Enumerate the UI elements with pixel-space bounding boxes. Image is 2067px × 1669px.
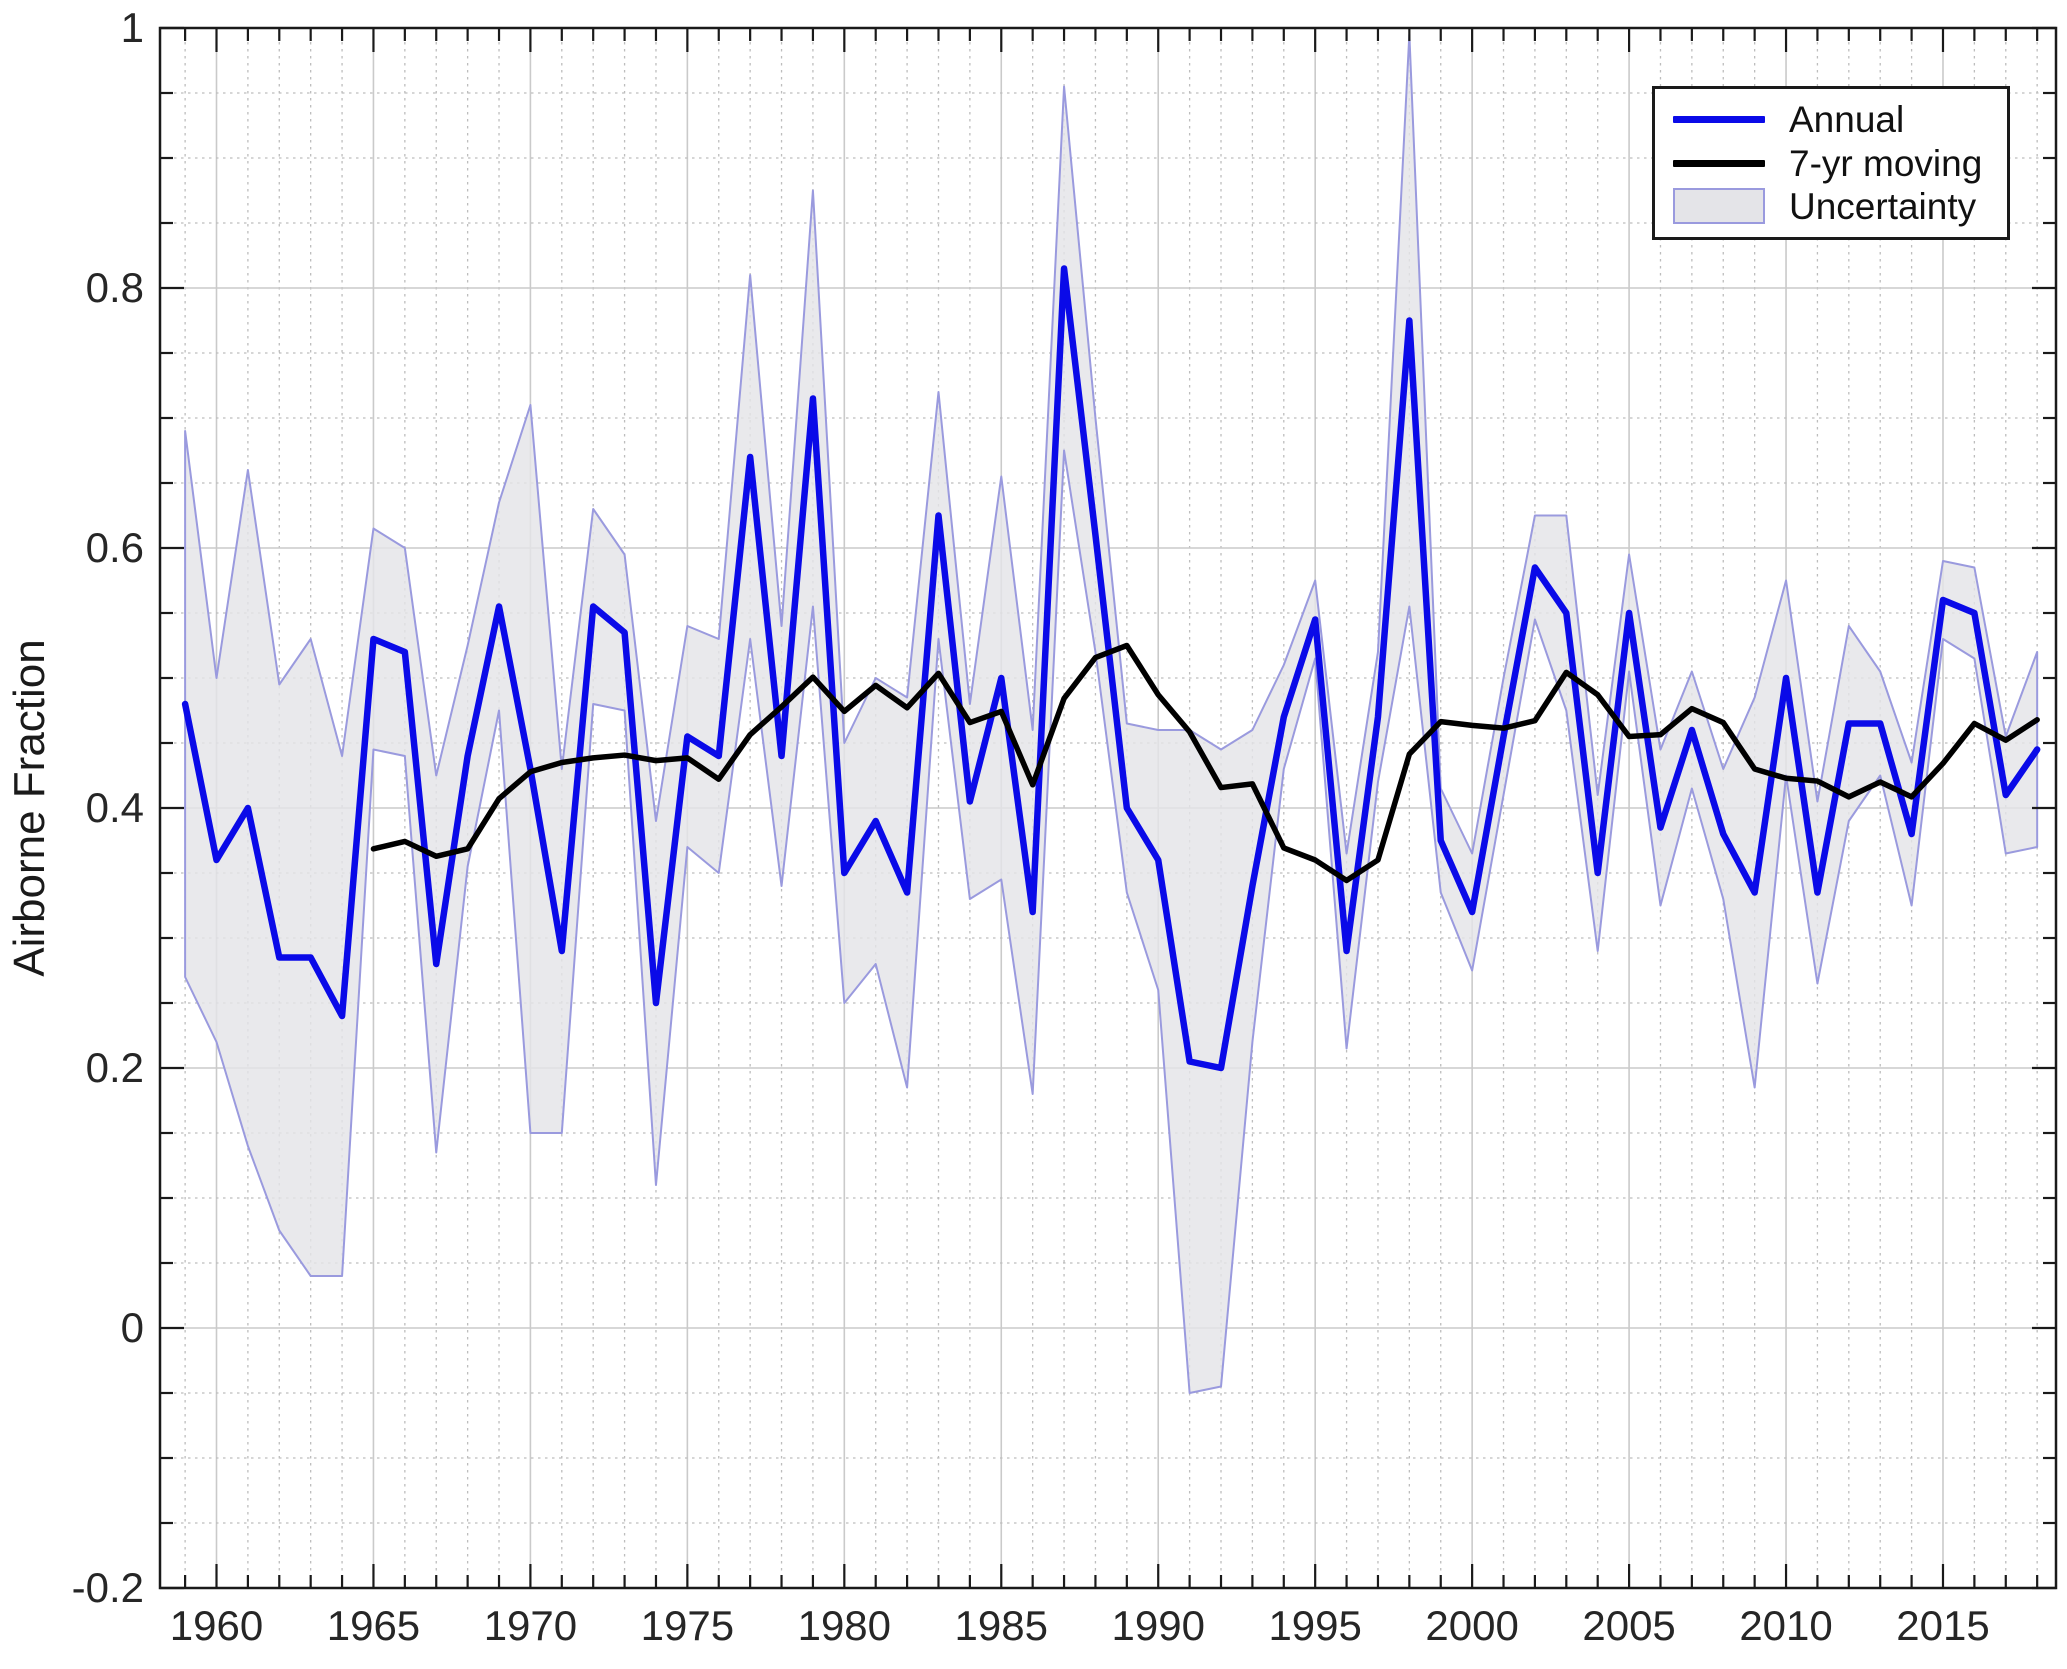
x-tick-label: 2005 — [1582, 1602, 1675, 1649]
x-tick-label: 1980 — [798, 1602, 891, 1649]
x-tick-label: 1960 — [170, 1602, 263, 1649]
y-tick-label: 0.8 — [86, 264, 144, 311]
legend-label-moving: 7-yr moving — [1789, 142, 1983, 184]
legend-item-uncertainty: Uncertainty — [1655, 188, 2007, 225]
y-tick-label: 0.6 — [86, 524, 144, 571]
uncertainty-band — [184, 33, 2039, 1394]
legend-label-uncertainty: Uncertainty — [1789, 185, 1977, 227]
legend: Annual 7-yr moving Uncertainty — [1652, 86, 2010, 240]
y-tick-label: 0.4 — [86, 784, 144, 831]
x-tick-label: 2015 — [1896, 1602, 1989, 1649]
x-tick-label: 2010 — [1739, 1602, 1832, 1649]
y-tick-label: -0.2 — [72, 1564, 144, 1611]
annual-line — [181, 265, 2041, 1072]
uncertainty-patch-icon — [1655, 188, 1783, 225]
moving-line-icon — [1655, 159, 1783, 167]
x-tick-label: 1965 — [327, 1602, 420, 1649]
annual-line-icon — [1655, 116, 1783, 124]
y-tick-label: 0.2 — [86, 1044, 144, 1091]
y-tick-label: 1 — [121, 4, 144, 51]
x-tick-label: 2000 — [1425, 1602, 1518, 1649]
y-tick-label: 0 — [121, 1304, 144, 1351]
y-axis-label: Airborne Fraction — [5, 639, 54, 976]
x-tick-label: 1990 — [1112, 1602, 1205, 1649]
legend-item-annual: Annual — [1655, 101, 2007, 138]
x-tick-label: 1985 — [955, 1602, 1048, 1649]
x-tick-label: 1995 — [1268, 1602, 1361, 1649]
legend-item-moving: 7-yr moving — [1655, 145, 2007, 182]
x-tick-label: 1970 — [484, 1602, 577, 1649]
x-tick-label: 1975 — [641, 1602, 734, 1649]
moving-average-line — [370, 642, 2040, 884]
legend-label-annual: Annual — [1789, 99, 1905, 141]
